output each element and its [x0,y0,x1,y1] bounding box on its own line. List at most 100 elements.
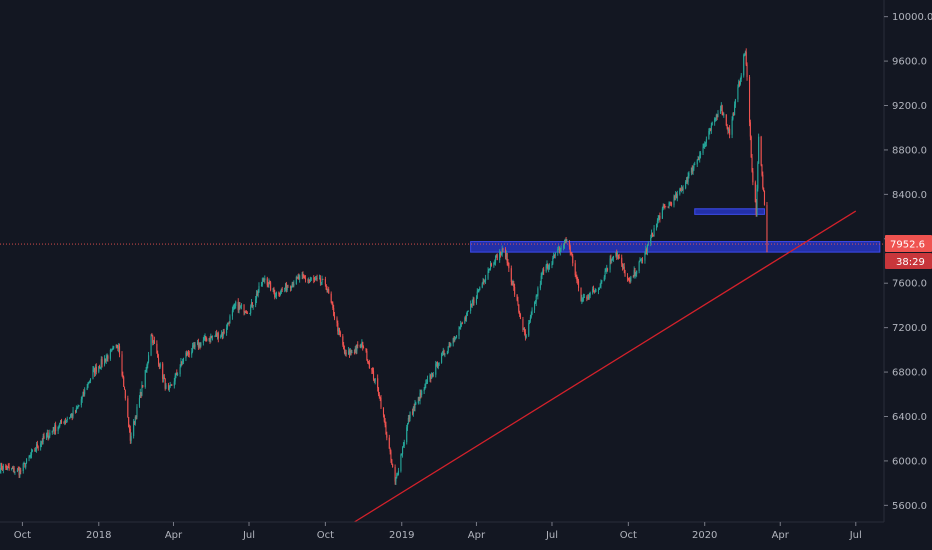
candle-body-64 [72,410,74,417]
candle-body-472 [547,263,549,269]
candle-body-100 [115,344,117,347]
candle-body-419 [485,278,487,281]
candle-body-502 [582,298,584,299]
candle-body-18 [19,470,21,476]
candle-body-520 [603,277,605,281]
candle-body-358 [414,403,416,408]
candle-body-286 [331,302,333,304]
candle-body-346 [401,453,403,455]
candle-body-634 [734,99,736,105]
candle-body-3 [1,468,4,470]
candle-body-574 [665,206,667,208]
x-tick-label-4: Oct [317,530,334,541]
candle-body-43 [48,435,50,439]
candle-body-308 [356,344,358,351]
candle-body-66 [75,408,77,412]
candle-body-362 [419,393,421,402]
candle-body-569 [659,215,661,219]
candle-body-609 [705,139,707,143]
candle-body-144 [165,385,167,389]
candle-body-140 [162,363,164,379]
candle-body-79 [89,378,92,382]
candle-body-450 [522,318,524,331]
candle-body-98 [112,347,114,349]
candle-body-41 [46,432,48,435]
candle-body-166 [192,345,194,352]
candle-body-263 [304,277,306,279]
candle-body-655 [760,136,762,166]
candle-body-441 [511,281,513,285]
candle-body-558 [646,244,648,252]
candle-body-226 [261,281,263,286]
candle-body-483 [559,248,561,253]
candle-body-644 [746,64,748,77]
candle-body-246 [284,283,287,289]
candle-body-404 [467,310,469,312]
candle-body-449 [519,314,521,319]
candle-body-421 [488,269,490,272]
candle-body-659 [763,191,766,205]
candle-body-388 [449,344,451,347]
candle-body-618 [716,114,718,118]
candle-body-180 [208,338,210,341]
candle-body-652 [756,188,758,215]
candle-body-211 [244,312,246,313]
candle-body-543 [629,280,631,282]
candle-body-214 [246,312,248,314]
candle-body-538 [623,266,625,271]
candle-body-515 [597,289,600,291]
candle-body-134 [153,340,155,344]
candle-body-58 [65,419,67,422]
candle-body-257 [297,277,299,279]
candle-body-599 [694,164,696,166]
candle-body-131 [151,335,153,337]
candle-body-14 [14,471,16,473]
candle-body-125 [144,370,146,387]
candle-body-560 [650,237,652,244]
candle-body-302 [349,350,351,355]
candle-body-439 [508,262,510,269]
x-tick-label-2: Apr [165,530,183,541]
candle-body-38 [42,436,44,442]
candle-body-285 [330,293,332,303]
price-badges: 7952.6 38:29 [885,235,932,270]
candle-body-244 [281,288,283,290]
candle-body-59 [66,418,68,420]
candle-body-270 [313,278,315,280]
candle-body-379 [438,362,440,366]
candle-body-204 [235,301,237,306]
candle-body-519 [601,280,603,282]
candle-body-454 [525,335,527,338]
x-tick-label-5: 2019 [389,530,414,541]
candle-body-37 [41,441,43,443]
candle-body-34 [37,446,39,448]
candle-body-381 [441,352,443,354]
candle-body-620 [719,109,722,114]
candle-body-317 [367,360,369,363]
candle-body-31 [35,449,37,451]
candle-body-48 [54,425,56,432]
candle-body-220 [255,299,257,306]
candle-body-228 [263,279,265,281]
candle-body-552 [640,259,642,261]
candle-body-306 [354,348,356,353]
candle-body-225 [260,285,263,287]
candle-body-311 [360,343,362,348]
candle-body-497 [576,276,578,281]
candle-body-298 [344,352,346,354]
candle-body-299 [345,352,347,355]
candle-body-641 [744,54,746,56]
candle-body-572 [663,205,665,207]
candle-body-83 [94,366,97,374]
candle-body-281 [325,284,327,290]
candle-body-237 [274,292,276,298]
x-tick-label-11: Jul [849,530,862,541]
candle-body-229 [264,278,266,281]
candle-body-382 [442,350,444,353]
candle-body-72 [82,391,84,396]
candle-body-45 [51,430,53,433]
candle-body-373 [431,373,434,376]
candle-body-8 [7,466,9,468]
candle-body-638 [739,78,741,84]
candle-body-95 [109,349,111,359]
